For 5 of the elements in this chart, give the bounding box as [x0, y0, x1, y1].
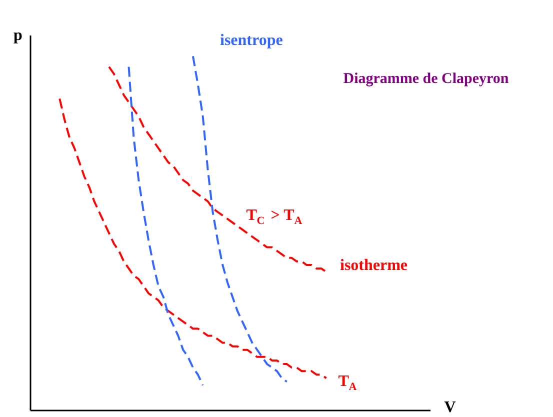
text: isentrope: [220, 32, 283, 49]
annotation: isotherme: [340, 257, 408, 274]
x-axis-title: V: [444, 399, 456, 416]
y-axis-title: p: [14, 27, 23, 44]
text: Diagramme de Clapeyron: [343, 71, 510, 87]
